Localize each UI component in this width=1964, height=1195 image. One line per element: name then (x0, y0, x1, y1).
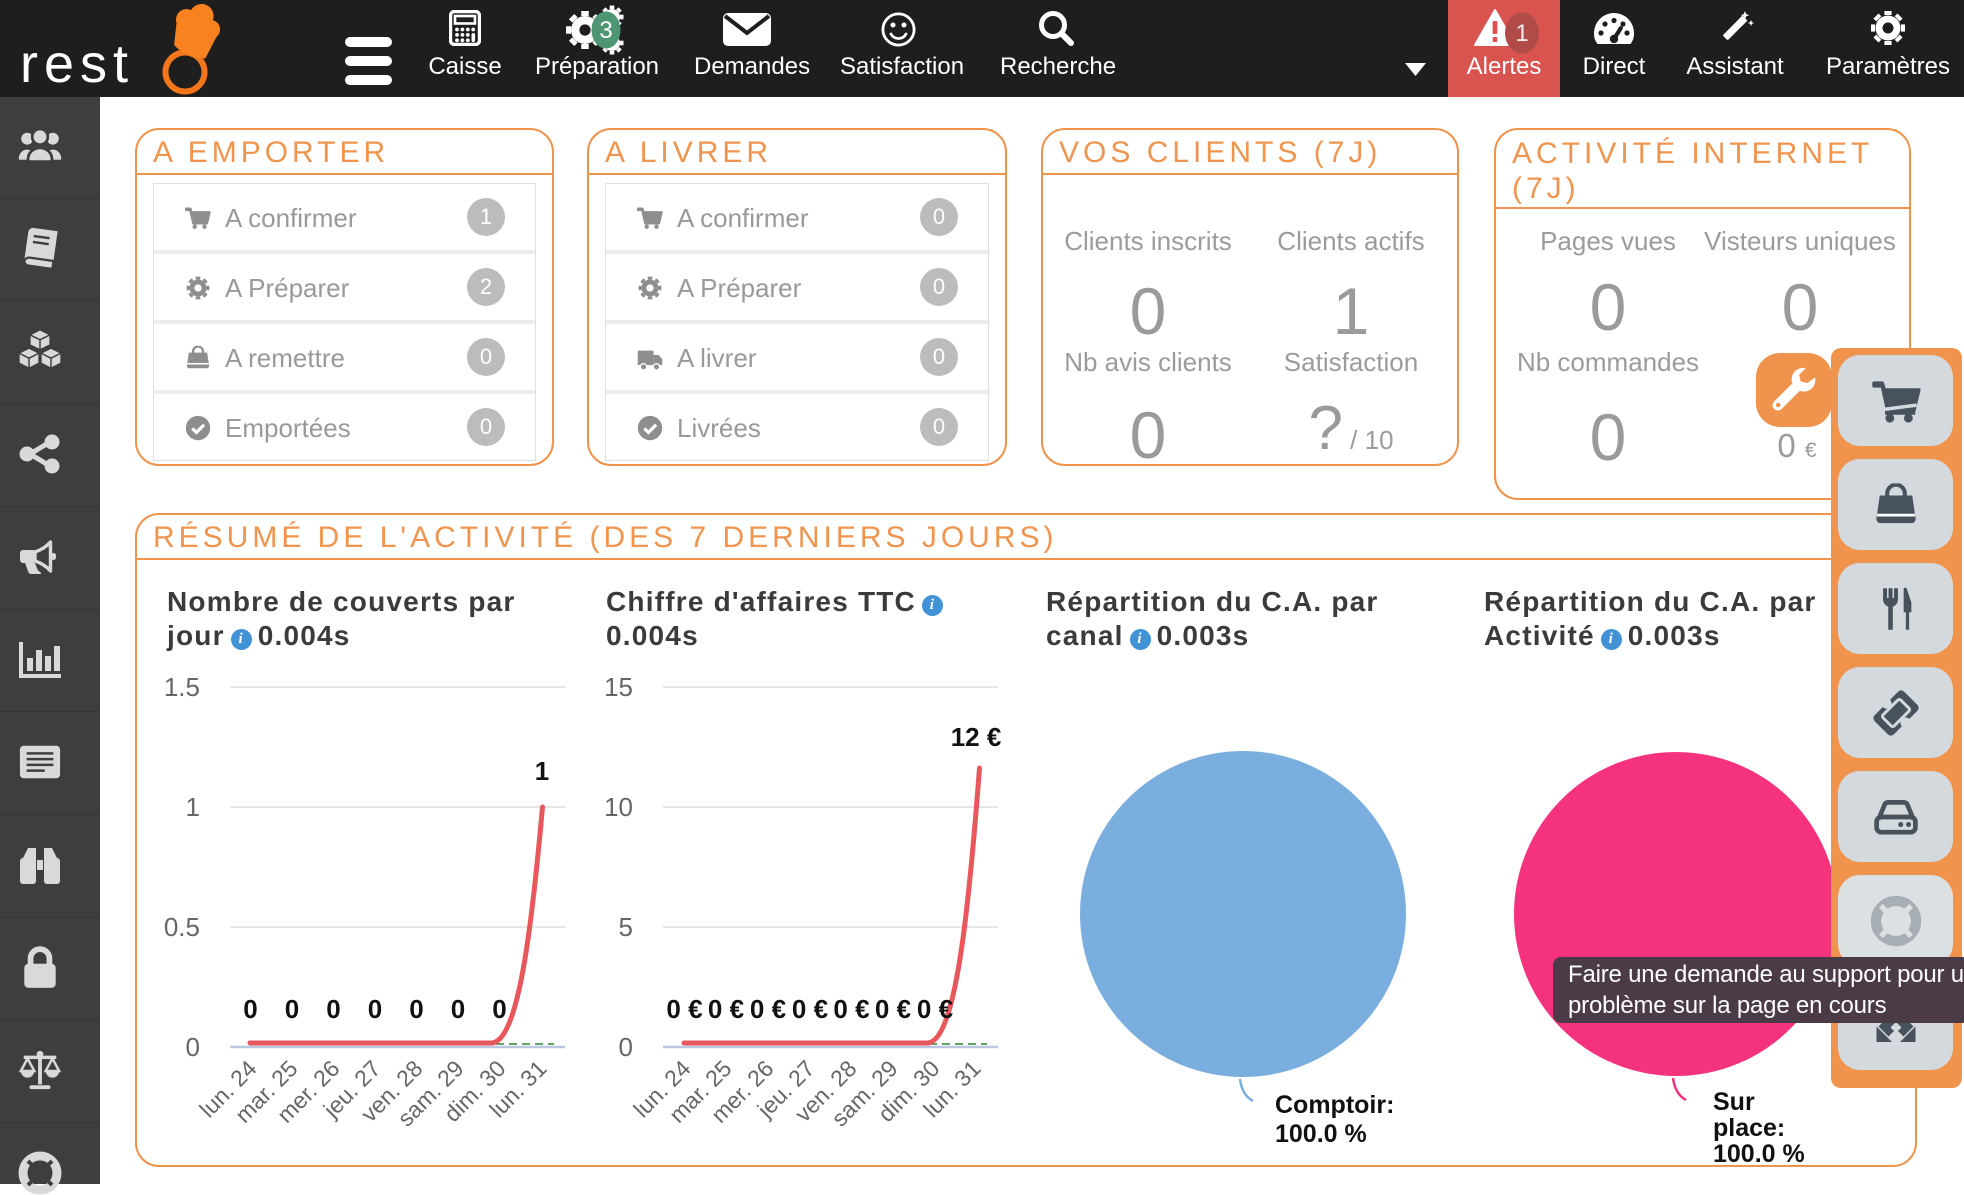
svg-text:Comptoir:: Comptoir: (1275, 1091, 1394, 1119)
svg-text:0 €: 0 € (833, 994, 869, 1024)
svg-text:0 €: 0 € (666, 994, 702, 1024)
svg-text:0: 0 (326, 994, 340, 1024)
svg-text:100.0 %: 100.0 % (1713, 1140, 1805, 1168)
svg-text:0: 0 (186, 1032, 200, 1062)
svg-text:0.5: 0.5 (164, 912, 200, 942)
svg-text:0: 0 (368, 994, 382, 1024)
svg-text:100.0 %: 100.0 % (1275, 1120, 1367, 1148)
svg-text:10: 10 (604, 792, 633, 822)
svg-text:0 €: 0 € (750, 994, 786, 1024)
svg-text:1.5: 1.5 (164, 672, 200, 702)
svg-text:15: 15 (604, 672, 633, 702)
svg-text:0: 0 (492, 994, 506, 1024)
svg-text:0 €: 0 € (708, 994, 744, 1024)
svg-text:place:: place: (1713, 1114, 1785, 1142)
svg-text:3: 3 (599, 17, 612, 44)
svg-text:0 €: 0 € (875, 994, 911, 1024)
svg-text:0: 0 (619, 1032, 633, 1062)
svg-text:1: 1 (1515, 20, 1528, 47)
svg-text:0: 0 (451, 994, 465, 1024)
svg-text:0 €: 0 € (792, 994, 828, 1024)
svg-text:12 €: 12 € (951, 722, 1002, 752)
svg-text:1: 1 (186, 792, 200, 822)
svg-text:5: 5 (619, 912, 633, 942)
svg-text:Sur: Sur (1713, 1088, 1755, 1116)
svg-text:0 €: 0 € (917, 994, 953, 1024)
svg-text:1: 1 (535, 756, 549, 786)
svg-text:0: 0 (285, 994, 299, 1024)
svg-text:0: 0 (243, 994, 257, 1024)
svg-text:0: 0 (409, 994, 423, 1024)
